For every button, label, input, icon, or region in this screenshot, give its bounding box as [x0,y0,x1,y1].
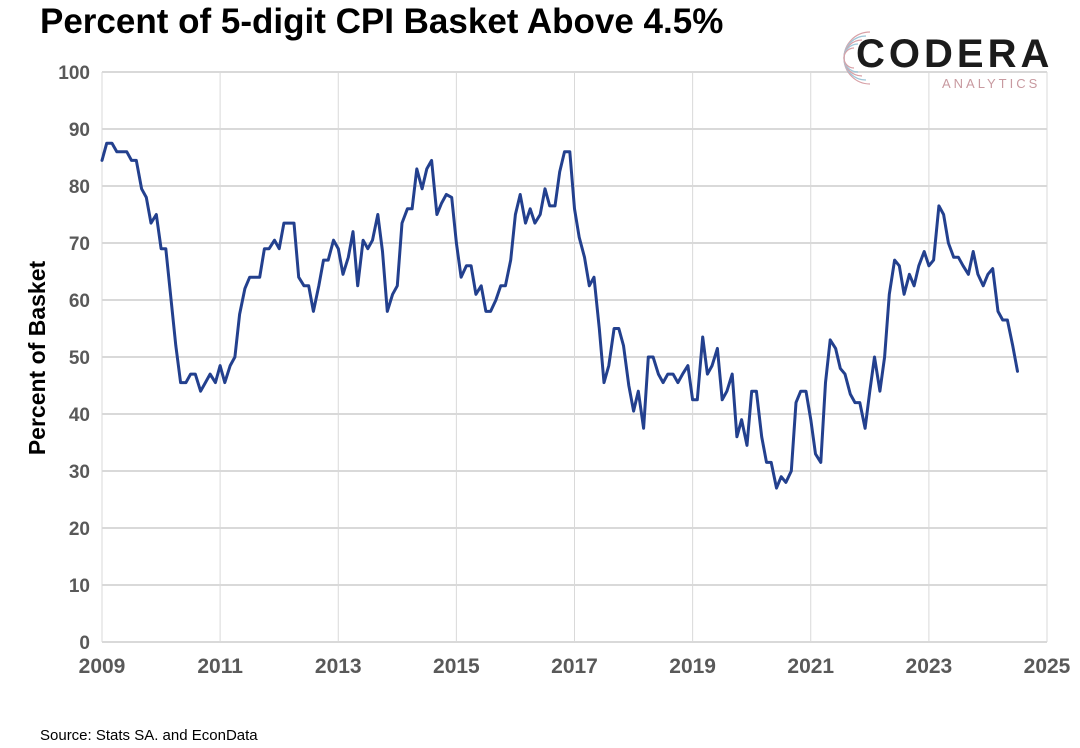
y-tick-label: 80 [69,177,90,198]
y-tick-label: 100 [58,63,90,84]
x-tick-label: 2011 [197,655,243,678]
codera-logo: CODERA ANALYTICS [830,18,1060,98]
logo-mark-icon [843,31,871,85]
source-note: Source: Stats SA. and EconData [40,727,258,744]
logo-subtitle: ANALYTICS [942,76,1041,91]
y-tick-label: 60 [69,291,90,312]
series-line [100,141,1019,490]
x-tick-label: 2015 [433,655,480,678]
logo-wordmark: CODERA [856,32,1054,76]
chart-title: Percent of 5-digit CPI Basket Above 4.5% [40,2,724,41]
x-tick-labels: 2009 2011 2013 2015 2017 2019 2021 2023 2025 [79,655,1071,678]
y-tick-label: 70 [69,234,90,255]
y-tick-label: 40 [69,405,90,426]
x-tick-label: 2017 [551,655,598,678]
x-tick-label: 2023 [906,655,953,678]
x-tick-label: 2019 [669,655,716,678]
y-tick-label: 0 [79,633,90,654]
y-tick-label: 10 [69,576,90,597]
x-tick-label: 2025 [1024,655,1071,678]
x-tick-label: 2013 [315,655,362,678]
series-layer [100,141,1019,490]
x-tick-label: 2021 [787,655,834,678]
x-tick-label: 2009 [79,655,126,678]
y-tick-label: 20 [69,519,90,540]
grid-lines [101,71,1048,643]
y-tick-label: 30 [69,462,90,483]
y-tick-label: 50 [69,348,90,369]
y-tick-labels: 0 10 20 30 40 50 60 70 80 90 100 [58,63,90,654]
y-axis-label: Percent of Basket [24,261,50,456]
y-tick-label: 90 [69,120,90,141]
